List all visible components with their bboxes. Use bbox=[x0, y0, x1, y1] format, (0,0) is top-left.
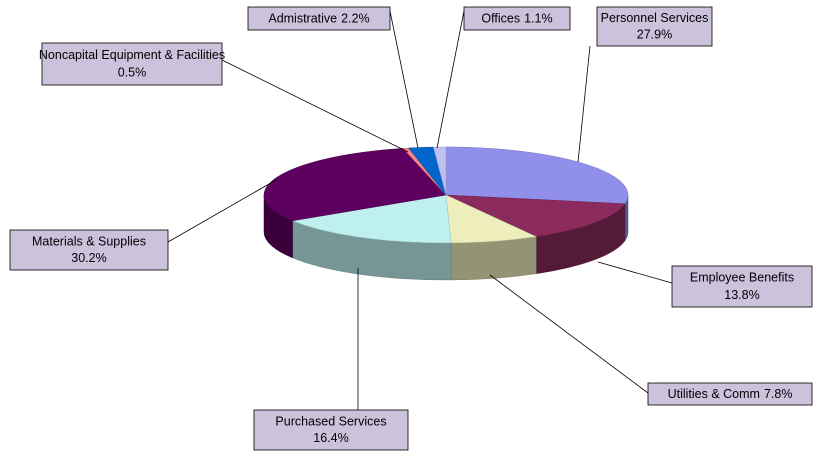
value-label: 13.8% bbox=[724, 288, 759, 302]
pie-slice bbox=[445, 194, 626, 237]
category-label: Utilities & Comm bbox=[668, 387, 760, 401]
category-label: Materials & Supplies bbox=[32, 234, 146, 248]
value-label: 27.9% bbox=[637, 27, 672, 41]
leader-line bbox=[577, 45, 591, 163]
value-label: 0.5% bbox=[118, 66, 147, 80]
leader-line bbox=[489, 274, 649, 394]
category-label: Purchased Services bbox=[275, 414, 386, 428]
leader-line bbox=[167, 179, 277, 243]
label-box bbox=[9, 229, 169, 271]
category-label: Noncapital Equipment & Facilities bbox=[39, 48, 225, 62]
category-label: Personnel Services bbox=[601, 11, 709, 25]
value-label: 7.8% bbox=[764, 387, 793, 401]
category-label: Offices bbox=[481, 12, 520, 26]
leader-line bbox=[221, 59, 409, 153]
value-label: 2.2% bbox=[341, 12, 370, 26]
category-label: Admistrative bbox=[268, 12, 337, 26]
label-box bbox=[671, 265, 813, 308]
leader-line bbox=[389, 10, 419, 149]
data-label: Offices 1.1% bbox=[481, 12, 552, 26]
label-box bbox=[463, 6, 571, 31]
data-label: Utilities & Comm 7.8% bbox=[668, 387, 793, 401]
label-box bbox=[647, 382, 813, 406]
value-label: 16.4% bbox=[313, 431, 348, 445]
label-box bbox=[596, 6, 713, 47]
label-box bbox=[247, 6, 391, 31]
value-label: 1.1% bbox=[524, 12, 553, 26]
label-box bbox=[253, 409, 409, 451]
pie-slice bbox=[433, 146, 447, 196]
leader-line bbox=[597, 261, 673, 284]
leader-line bbox=[436, 10, 465, 149]
pie-slice bbox=[263, 148, 447, 222]
data-label: Admistrative 2.2% bbox=[268, 12, 369, 26]
pie-slice bbox=[291, 194, 452, 244]
pie-slice bbox=[445, 146, 629, 205]
category-label: Employee Benefits bbox=[690, 271, 794, 285]
label-box bbox=[41, 42, 223, 86]
pie-side bbox=[450, 236, 537, 281]
value-label: 30.2% bbox=[71, 251, 106, 265]
